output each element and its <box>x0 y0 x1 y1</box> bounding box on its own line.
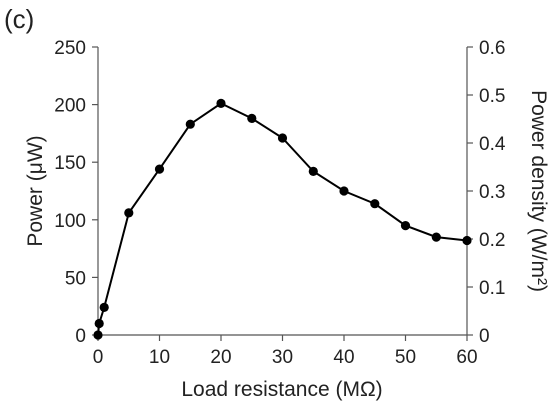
x-tick-label: 60 <box>456 347 477 368</box>
data-point <box>370 199 380 209</box>
x-tick-label: 10 <box>149 347 170 368</box>
x-ticks: 0 10 20 30 40 50 60 <box>93 335 478 368</box>
data-point <box>277 133 288 143</box>
x-tick-label: 40 <box>333 347 354 368</box>
right-y-tick-label: 0.1 <box>479 278 505 299</box>
data-point <box>247 113 257 123</box>
x-tick-label: 20 <box>210 347 231 368</box>
data-point <box>431 232 441 242</box>
x-tick-label: 30 <box>272 347 293 368</box>
right-y-tick-label: 0.6 <box>479 38 505 59</box>
data-point <box>400 221 411 231</box>
data-point <box>308 166 318 176</box>
right-y-tick-label: 0.5 <box>479 86 505 107</box>
data-point <box>94 318 104 329</box>
plot-frame <box>97 47 468 336</box>
right-y-tick-label: 0.3 <box>479 182 505 203</box>
y-tick-label: 50 <box>65 268 86 289</box>
data-point <box>462 235 472 246</box>
y-tick-label: 100 <box>54 211 86 232</box>
right-y-tick-label: 0 <box>479 326 490 347</box>
data-point <box>216 98 226 108</box>
x-tick-label: 0 <box>93 347 104 368</box>
y-ticks: 0 50 100 150 200 250 <box>54 38 98 347</box>
series-markers <box>93 98 472 340</box>
right-y-axis-title: Power density (W/m²) <box>527 90 550 292</box>
data-point <box>93 330 103 340</box>
y-ticks-right: 0 0.1 0.2 0.3 0.4 0.5 0.6 <box>467 38 506 347</box>
x-axis-title: Load resistance (MΩ) <box>181 378 382 401</box>
y-tick-label: 200 <box>54 96 86 117</box>
y-axis-title: Power (μW) <box>24 135 47 246</box>
y-tick-label: 150 <box>54 153 86 174</box>
data-point <box>154 164 165 174</box>
data-point <box>339 186 349 196</box>
y-tick-label: 0 <box>75 326 86 347</box>
right-y-tick-label: 0.4 <box>479 134 506 155</box>
data-point <box>124 208 134 218</box>
data-point <box>99 302 109 312</box>
right-y-tick-label: 0.2 <box>479 230 505 251</box>
panel-label: (c) <box>4 4 34 34</box>
y-tick-label: 250 <box>54 38 86 59</box>
x-tick-label: 50 <box>395 347 416 368</box>
data-point <box>185 119 195 129</box>
